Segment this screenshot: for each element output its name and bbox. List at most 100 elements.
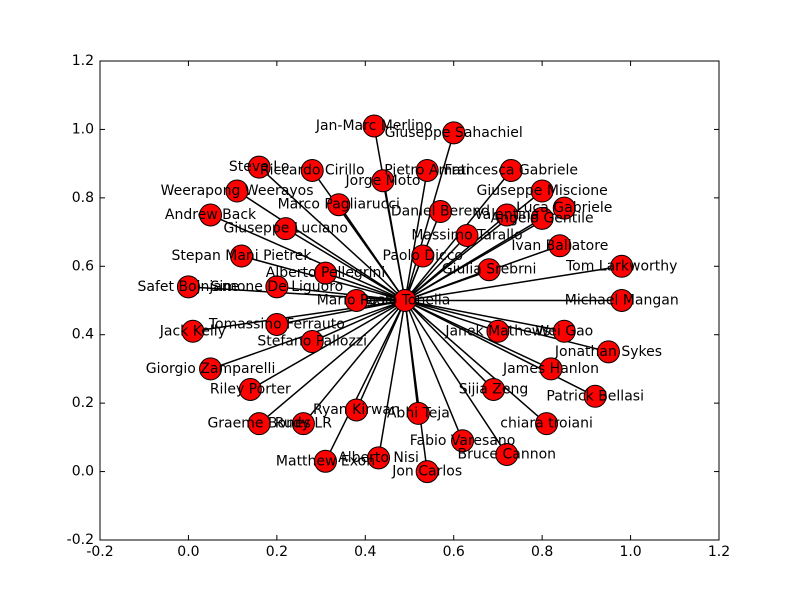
node-label: Francesca Gabriele (444, 162, 578, 178)
node (291, 412, 315, 436)
edge (302, 300, 406, 425)
node (225, 179, 249, 203)
node-label: Riccardo Cirillo (260, 162, 365, 178)
edge (210, 214, 406, 302)
node-label: Safet Bojnjane (138, 279, 240, 295)
y-tick-label: 1.2 (72, 53, 94, 69)
node-label: Alberto Pellegrini (266, 265, 385, 281)
node (499, 158, 523, 182)
edge (404, 299, 499, 333)
node (181, 319, 205, 343)
y-tick-label: 0.4 (72, 327, 94, 343)
node (451, 429, 475, 453)
node (530, 179, 554, 203)
edge (404, 299, 548, 425)
edge (355, 300, 406, 411)
edge (404, 300, 428, 472)
node (238, 377, 262, 401)
node-label: Giuseppe Miscione (477, 183, 608, 199)
node-label: Stefano Pallozzi (257, 334, 367, 350)
node (415, 158, 439, 182)
x-tick-label: 0.8 (531, 544, 553, 560)
node (411, 244, 435, 268)
node-label: Angelo Gentile (491, 210, 594, 226)
node-label: Paolo Dicco (383, 248, 464, 264)
edge (338, 204, 406, 301)
edge (382, 180, 406, 301)
node (265, 312, 289, 336)
y-tick-label: 0.0 (72, 464, 94, 480)
node-label: Bruce Cannon (457, 446, 556, 462)
edge (192, 299, 406, 333)
node (313, 449, 337, 473)
x-tick-label: 0.0 (177, 544, 199, 560)
node-label: Wei Gao (535, 323, 593, 339)
edge (404, 214, 508, 302)
node (610, 289, 634, 312)
node (539, 357, 563, 381)
node (477, 258, 501, 282)
node (274, 217, 298, 241)
edge (249, 299, 406, 391)
node-label: Michael Mangan (565, 293, 679, 309)
node (486, 319, 510, 343)
node-label: Pietro Amati (384, 162, 470, 178)
edge (258, 299, 406, 425)
node-label: Giuseppe Luciano (224, 221, 348, 237)
node (406, 401, 430, 425)
node (552, 196, 576, 220)
x-tick-label: 0.6 (443, 544, 465, 560)
edge (404, 299, 565, 333)
edge (188, 286, 406, 302)
node (415, 460, 439, 484)
node (596, 340, 620, 364)
y-tick-label: -0.2 (67, 532, 94, 548)
edge (404, 300, 464, 442)
node-label: Graeme Bones (207, 416, 310, 432)
node-label: Luca Gabriele (516, 200, 612, 216)
x-tick-label: 0.2 (266, 544, 288, 560)
edge (285, 228, 406, 302)
node (327, 193, 351, 217)
node (176, 275, 200, 299)
node (367, 446, 391, 470)
node (535, 412, 559, 436)
node-label: Mario Rossi (317, 293, 396, 309)
edge (404, 269, 490, 302)
node (530, 206, 554, 230)
node (247, 412, 271, 436)
node-label: Giuseppe Sahachiel (385, 125, 523, 141)
node-label: Tomassino Ferrauto (208, 316, 345, 332)
plot-frame (99, 60, 720, 541)
node-label: Giulia Srebrni (442, 262, 537, 278)
node-label: Abhi Teja (387, 405, 450, 421)
node-label: Paolo Tonella (360, 293, 450, 309)
node-label: Alberto Nisi (338, 450, 419, 466)
node-label: Massimo Tarallo (411, 227, 522, 243)
node-label: Rudy LR (275, 416, 332, 432)
x-tick-label: -0.2 (86, 544, 113, 560)
node (371, 169, 395, 193)
node-label: Giorgio Zamparelli (146, 361, 276, 377)
node-label: Daniel Berend (391, 204, 490, 220)
node-label: Weerapong Weerayos (161, 183, 314, 199)
node (300, 158, 324, 182)
edge (404, 299, 596, 397)
node-label: Patrick Bellasi (546, 388, 644, 404)
node (442, 121, 466, 145)
node-label: Janek Mathews (444, 323, 550, 339)
x-tick-label: 0.4 (354, 544, 376, 560)
node-label: chiara troiani (500, 416, 593, 432)
node (265, 275, 289, 299)
node (393, 289, 417, 312)
node (247, 155, 271, 179)
edge (276, 299, 406, 326)
node (300, 330, 324, 354)
node-label: Jon Carlos (391, 464, 462, 480)
edge (325, 272, 406, 302)
node-label: Tom Larkworthy (565, 258, 678, 274)
node (199, 203, 223, 227)
edge (258, 166, 406, 302)
node-label: Riley Porter (210, 381, 291, 397)
node (344, 289, 368, 312)
